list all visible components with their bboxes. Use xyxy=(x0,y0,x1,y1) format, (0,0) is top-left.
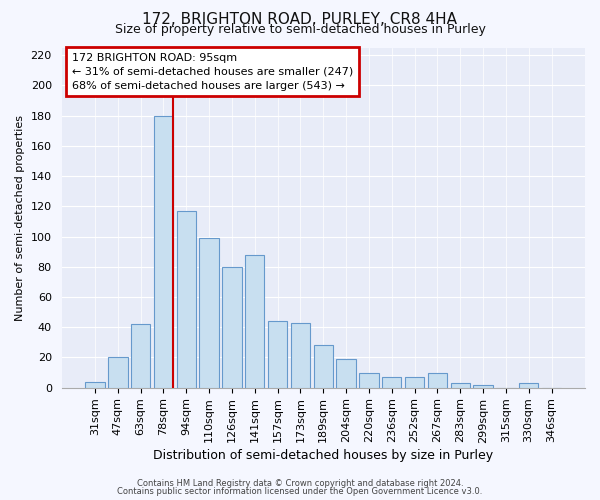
Bar xyxy=(85,382,105,388)
Bar xyxy=(199,238,219,388)
Bar xyxy=(108,358,128,388)
Bar xyxy=(359,372,379,388)
Text: Size of property relative to semi-detached houses in Purley: Size of property relative to semi-detach… xyxy=(115,22,485,36)
Text: 172 BRIGHTON ROAD: 95sqm
← 31% of semi-detached houses are smaller (247)
68% of : 172 BRIGHTON ROAD: 95sqm ← 31% of semi-d… xyxy=(72,52,353,90)
Text: Contains HM Land Registry data © Crown copyright and database right 2024.: Contains HM Land Registry data © Crown c… xyxy=(137,479,463,488)
Bar xyxy=(222,266,242,388)
Bar xyxy=(428,372,447,388)
Bar xyxy=(382,377,401,388)
Bar xyxy=(451,383,470,388)
Bar xyxy=(473,384,493,388)
Text: 172, BRIGHTON ROAD, PURLEY, CR8 4HA: 172, BRIGHTON ROAD, PURLEY, CR8 4HA xyxy=(143,12,458,28)
Y-axis label: Number of semi-detached properties: Number of semi-detached properties xyxy=(15,114,25,320)
Bar xyxy=(268,321,287,388)
Bar xyxy=(314,346,333,388)
Bar xyxy=(131,324,151,388)
Bar xyxy=(405,377,424,388)
Bar xyxy=(154,116,173,388)
X-axis label: Distribution of semi-detached houses by size in Purley: Distribution of semi-detached houses by … xyxy=(153,450,493,462)
Bar xyxy=(337,359,356,388)
Bar xyxy=(291,322,310,388)
Bar xyxy=(176,211,196,388)
Text: Contains public sector information licensed under the Open Government Licence v3: Contains public sector information licen… xyxy=(118,487,482,496)
Bar xyxy=(245,254,265,388)
Bar xyxy=(519,383,538,388)
